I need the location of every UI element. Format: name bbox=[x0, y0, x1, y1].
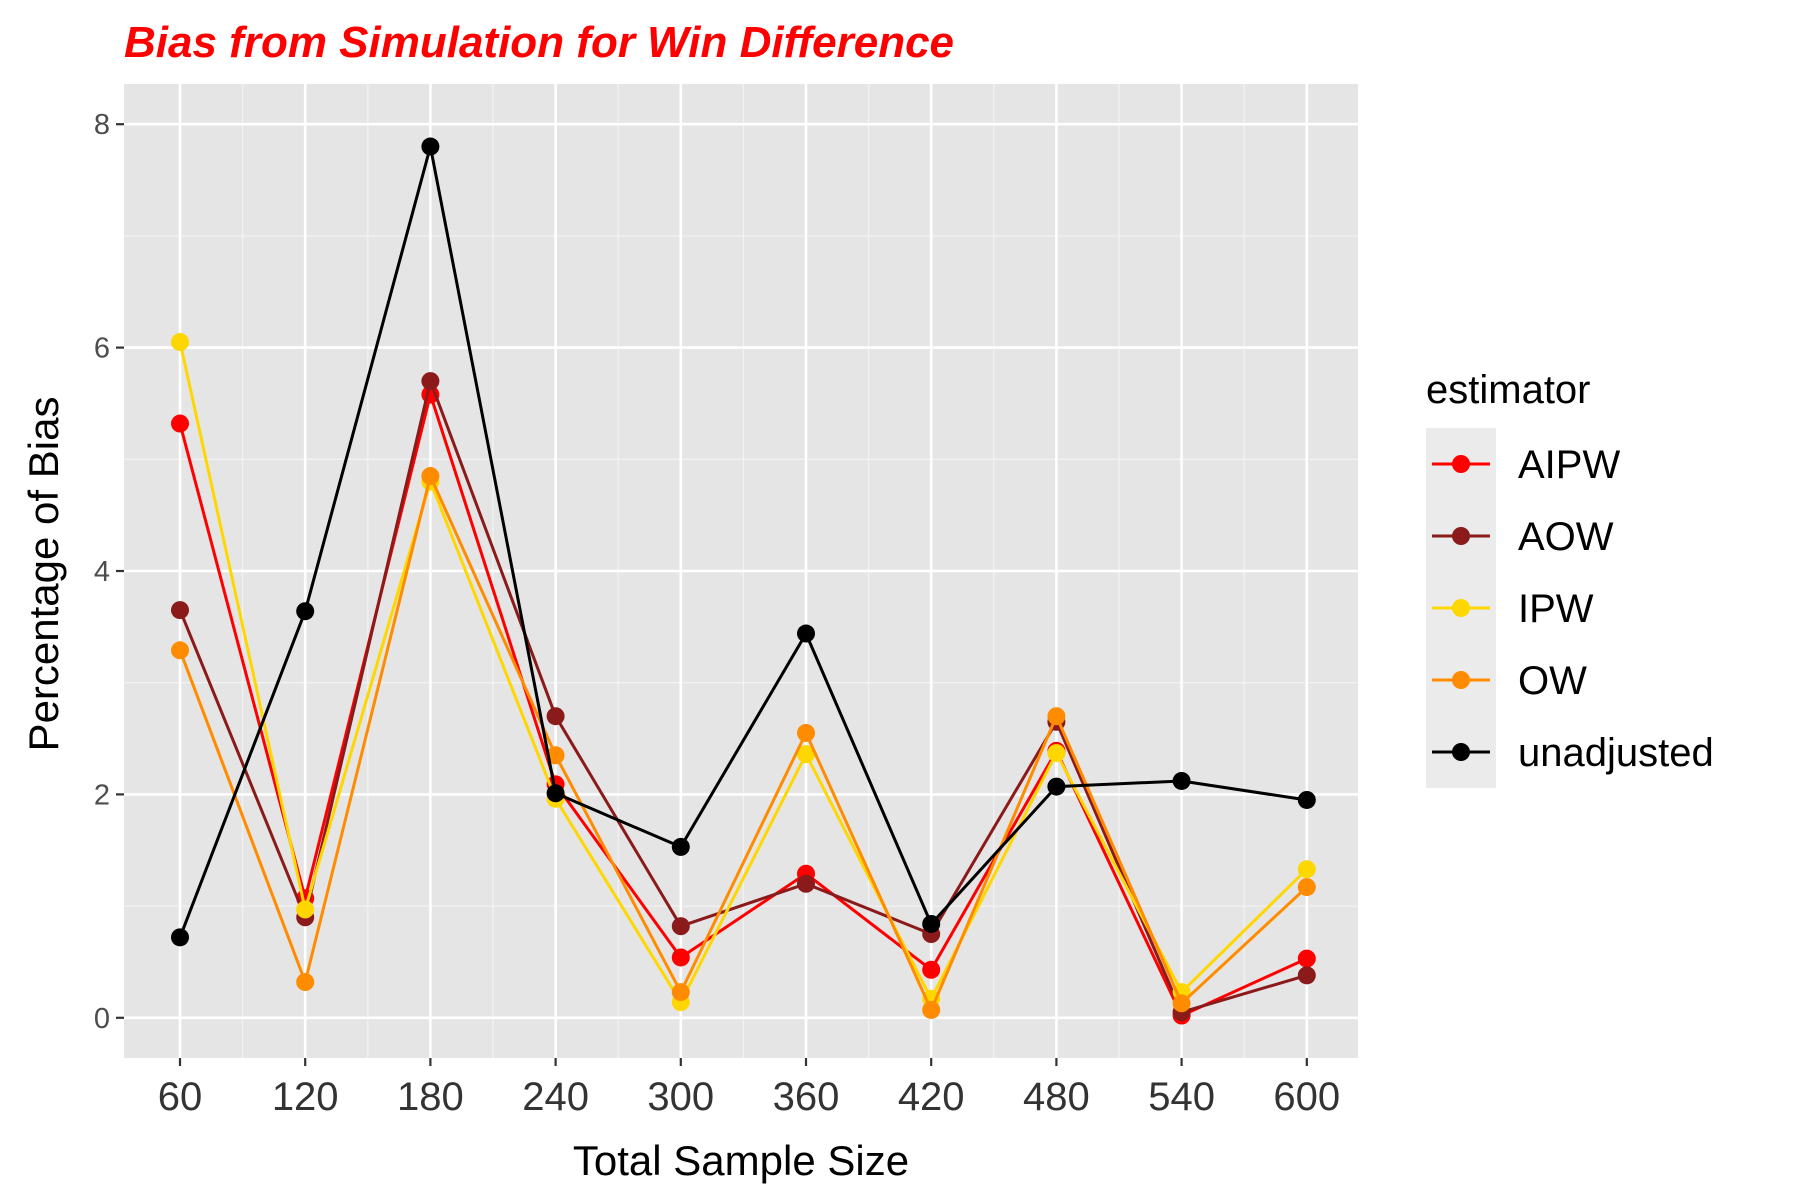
data-point bbox=[1297, 790, 1316, 809]
data-point bbox=[1172, 994, 1191, 1013]
legend-key-point bbox=[1452, 599, 1470, 617]
series-line bbox=[178, 379, 1308, 1014]
x-tick-label: 300 bbox=[647, 1075, 714, 1119]
legend: estimator AIPW AOW IPW OW unadjusted bbox=[1426, 368, 1714, 788]
data-point bbox=[671, 917, 690, 936]
data-point bbox=[797, 874, 815, 893]
legend-title: estimator bbox=[1426, 368, 1591, 412]
y-tick-label: 4 bbox=[94, 556, 110, 588]
x-tick-label: 240 bbox=[522, 1075, 589, 1119]
data-point bbox=[296, 900, 315, 919]
data-point bbox=[1297, 949, 1316, 968]
chart-title: Bias from Simulation for Win Difference bbox=[124, 18, 954, 67]
series-line bbox=[178, 474, 1308, 1012]
x-axis: 60 120 180 240 300 360 420 480 540 600 bbox=[158, 1058, 1340, 1119]
y-tick-label: 2 bbox=[94, 779, 110, 811]
data-point bbox=[671, 983, 690, 1002]
series-line bbox=[178, 341, 1308, 1004]
y-tick-label: 0 bbox=[94, 1003, 110, 1035]
x-tick-label: 540 bbox=[1148, 1075, 1215, 1119]
data-point bbox=[546, 784, 565, 803]
legend-item: AOW bbox=[1432, 515, 1614, 559]
y-tick-label: 6 bbox=[94, 333, 110, 365]
series-layer bbox=[171, 137, 1316, 1025]
data-point bbox=[546, 746, 565, 765]
data-point bbox=[1297, 878, 1316, 897]
data-point bbox=[171, 414, 189, 433]
legend-key-point bbox=[1452, 671, 1470, 689]
series-unadjusted bbox=[171, 137, 1316, 947]
data-point bbox=[421, 137, 440, 156]
data-point bbox=[171, 601, 189, 620]
legend-key-point bbox=[1452, 455, 1470, 473]
data-point bbox=[1047, 777, 1066, 796]
y-tick-label: 8 bbox=[94, 109, 110, 141]
y-axis-title: Percentage of Bias bbox=[20, 397, 67, 752]
data-point bbox=[1047, 707, 1066, 726]
data-point bbox=[922, 914, 941, 933]
x-tick-label: 600 bbox=[1273, 1075, 1340, 1119]
data-point bbox=[671, 948, 690, 967]
data-point bbox=[1172, 771, 1191, 790]
legend-key-point bbox=[1452, 527, 1470, 545]
data-point bbox=[171, 333, 189, 352]
data-point bbox=[171, 641, 189, 660]
legend-label: AIPW bbox=[1518, 443, 1620, 487]
series-OW bbox=[171, 467, 1316, 1019]
x-tick-label: 60 bbox=[158, 1075, 203, 1119]
data-point bbox=[296, 602, 315, 621]
series-line bbox=[178, 145, 1308, 938]
y-axis: 0 2 4 6 8 bbox=[94, 109, 124, 1035]
legend-label: unadjusted bbox=[1518, 731, 1714, 775]
data-point bbox=[171, 928, 189, 947]
x-tick-label: 180 bbox=[397, 1075, 464, 1119]
data-point bbox=[546, 707, 565, 726]
legend-label: OW bbox=[1518, 659, 1587, 703]
legend-label: AOW bbox=[1518, 515, 1614, 559]
data-point bbox=[797, 723, 815, 742]
x-tick-label: 360 bbox=[773, 1075, 840, 1119]
x-axis-title: Total Sample Size bbox=[573, 1137, 909, 1184]
x-tick-label: 120 bbox=[272, 1075, 339, 1119]
data-point bbox=[1297, 860, 1316, 879]
x-tick-label: 420 bbox=[898, 1075, 965, 1119]
legend-item: unadjusted bbox=[1432, 731, 1714, 775]
data-point bbox=[922, 960, 941, 979]
data-point bbox=[797, 745, 815, 764]
legend-item: AIPW bbox=[1432, 443, 1620, 487]
data-point bbox=[797, 624, 815, 643]
data-point bbox=[922, 1000, 941, 1019]
data-point bbox=[1297, 966, 1316, 985]
data-point bbox=[671, 837, 690, 856]
legend-item: IPW bbox=[1432, 587, 1594, 631]
data-point bbox=[421, 372, 440, 391]
legend-label: IPW bbox=[1518, 587, 1594, 631]
legend-item: OW bbox=[1432, 659, 1587, 703]
data-point bbox=[421, 467, 440, 486]
legend-key-point bbox=[1452, 743, 1470, 761]
data-point bbox=[296, 973, 315, 992]
data-point bbox=[1047, 744, 1066, 763]
x-tick-label: 480 bbox=[1023, 1075, 1090, 1119]
